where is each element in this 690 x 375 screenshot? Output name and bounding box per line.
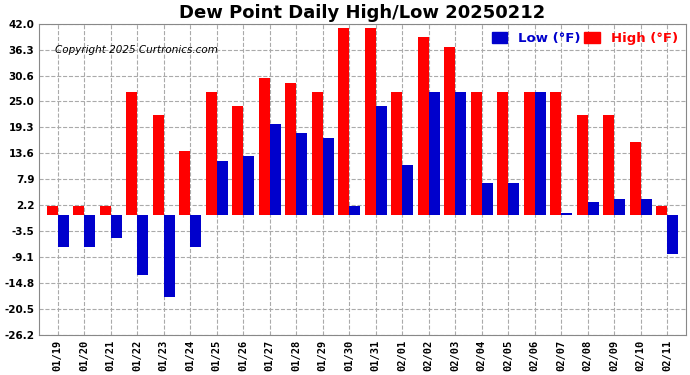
Bar	[509, 183, 520, 215]
Bar	[46, 206, 58, 215]
Bar	[152, 115, 164, 215]
Bar	[364, 28, 376, 215]
Bar	[244, 156, 255, 215]
Bar	[391, 92, 402, 215]
Bar	[164, 215, 175, 297]
Bar	[417, 38, 428, 215]
Bar	[550, 92, 561, 215]
Bar	[471, 92, 482, 215]
Bar	[338, 28, 349, 215]
Bar	[323, 138, 334, 215]
Title: Dew Point Daily High/Low 20250212: Dew Point Daily High/Low 20250212	[179, 4, 546, 22]
Bar	[296, 133, 307, 215]
Bar	[614, 199, 625, 215]
Bar	[190, 215, 201, 247]
Legend: Low (°F), High (°F): Low (°F), High (°F)	[490, 30, 679, 46]
Bar	[376, 106, 387, 215]
Bar	[497, 92, 509, 215]
Bar	[312, 92, 323, 215]
Bar	[402, 165, 413, 215]
Bar	[126, 92, 137, 215]
Bar	[444, 46, 455, 215]
Text: Copyright 2025 Curtronics.com: Copyright 2025 Curtronics.com	[55, 45, 218, 55]
Bar	[482, 183, 493, 215]
Bar	[206, 92, 217, 215]
Bar	[524, 92, 535, 215]
Bar	[217, 160, 228, 215]
Bar	[535, 92, 546, 215]
Bar	[641, 199, 652, 215]
Bar	[603, 115, 614, 215]
Bar	[349, 206, 360, 215]
Bar	[73, 206, 84, 215]
Bar	[630, 142, 641, 215]
Bar	[577, 115, 588, 215]
Bar	[179, 152, 190, 215]
Bar	[137, 215, 148, 274]
Bar	[428, 92, 440, 215]
Bar	[588, 202, 599, 215]
Bar	[232, 106, 244, 215]
Bar	[110, 215, 122, 238]
Bar	[58, 215, 69, 247]
Bar	[270, 124, 281, 215]
Bar	[99, 206, 110, 215]
Bar	[285, 83, 296, 215]
Bar	[561, 213, 573, 215]
Bar	[656, 206, 667, 215]
Bar	[455, 92, 466, 215]
Bar	[667, 215, 678, 254]
Bar	[259, 78, 270, 215]
Bar	[84, 215, 95, 247]
